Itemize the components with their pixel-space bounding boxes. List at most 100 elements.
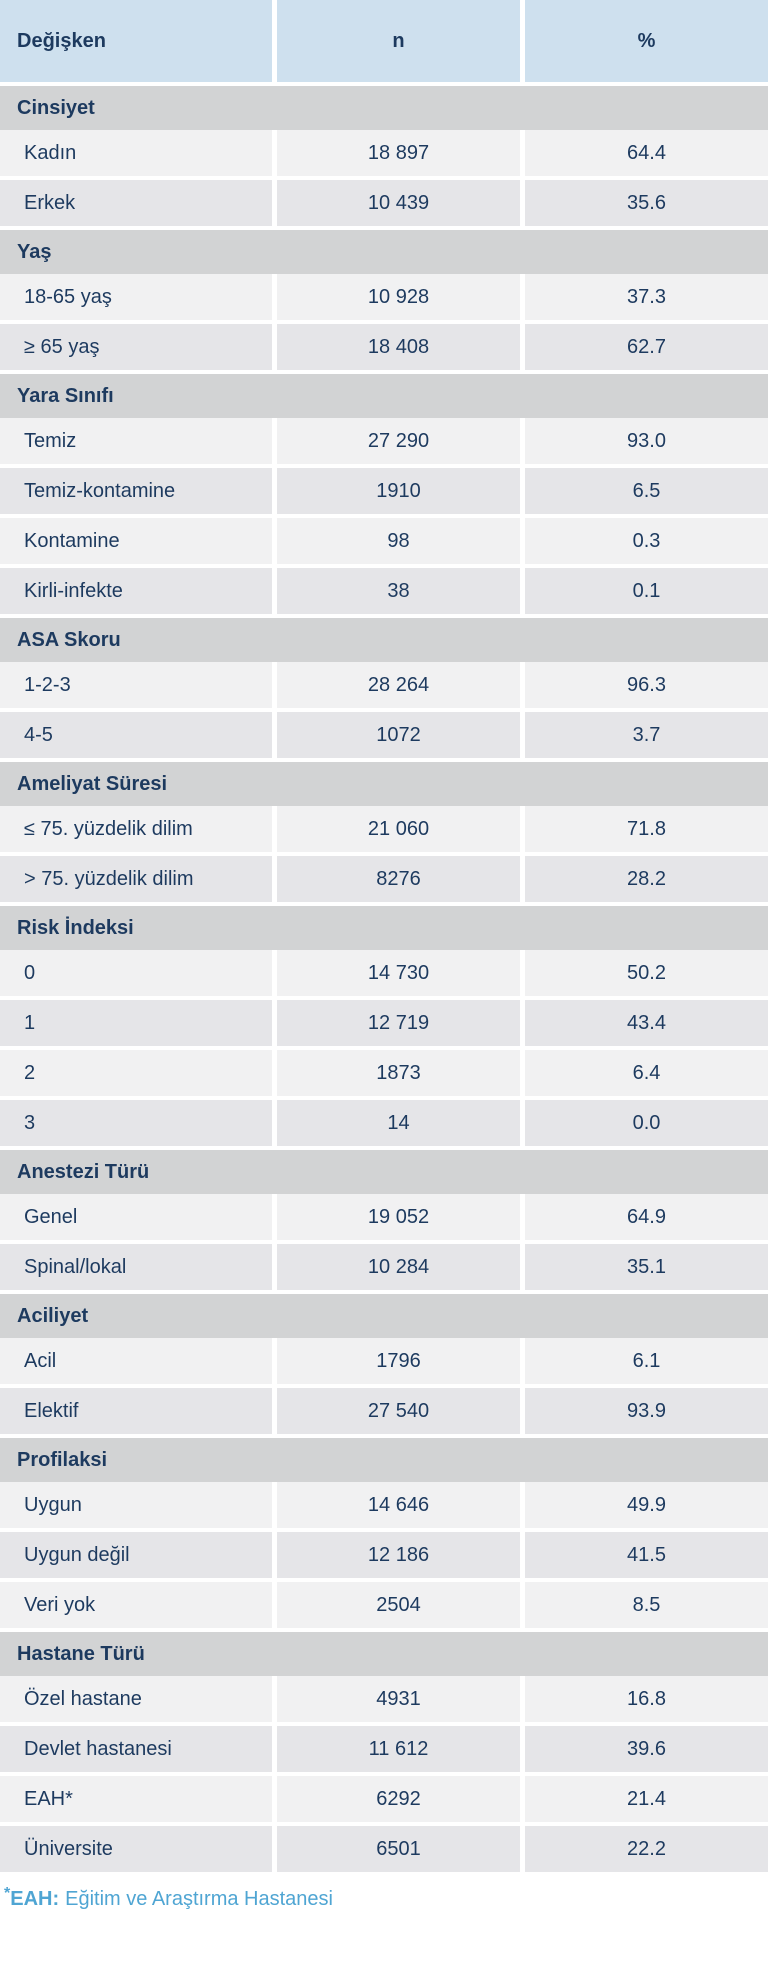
cell-percent: 6.4: [525, 1050, 768, 1096]
cell-n: 1873: [277, 1050, 520, 1096]
cell-variable: Özel hastane: [0, 1676, 272, 1722]
cell-percent: 22.2: [525, 1826, 768, 1872]
cell-percent: 50.2: [525, 950, 768, 996]
cell-variable: 4-5: [0, 712, 272, 758]
cell-n: 4931: [277, 1676, 520, 1722]
section-row: Ameliyat Süresi: [0, 762, 768, 806]
table-row: Özel hastane 4931 16.8: [0, 1676, 768, 1722]
asterisk-marker: *: [4, 1885, 11, 1902]
cell-n: 28 264: [277, 662, 520, 708]
table-row: 18-65 yaş 10 928 37.3: [0, 274, 768, 320]
table-row: ≥ 65 yaş 18 408 62.7: [0, 324, 768, 370]
section-label: Ameliyat Süresi: [17, 772, 168, 795]
table-row: 1 12 719 43.4: [0, 1000, 768, 1046]
cell-percent: 37.3: [525, 274, 768, 320]
table-row: 3 14 0.0: [0, 1100, 768, 1146]
summary-table: Değişken n % Cinsiyet Kadın 18 897 64.4 Erke…: [0, 0, 768, 1872]
cell-n: 1072: [277, 712, 520, 758]
cell-n: 10 928: [277, 274, 520, 320]
cell-n: 11 612: [277, 1726, 520, 1772]
section-row: ASA Skoru: [0, 618, 768, 662]
table-row: > 75. yüzdelik dilim 8276 28.2: [0, 856, 768, 902]
cell-percent: 35.1: [525, 1244, 768, 1290]
cell-n: 10 439: [277, 180, 520, 226]
table-row: Uygun 14 646 49.9: [0, 1482, 768, 1528]
cell-variable: Temiz: [0, 418, 272, 464]
section-label: ASA Skoru: [17, 628, 121, 651]
table-row: Spinal/lokal 10 284 35.1: [0, 1244, 768, 1290]
cell-n: 27 290: [277, 418, 520, 464]
cell-variable: 3: [0, 1100, 272, 1146]
table-row: ≤ 75. yüzdelik dilim 21 060 71.8: [0, 806, 768, 852]
section-label: Hastane Türü: [17, 1642, 145, 1665]
cell-percent: 0.0: [525, 1100, 768, 1146]
cell-variable: Uygun değil: [0, 1532, 272, 1578]
cell-n: 21 060: [277, 806, 520, 852]
table-row: Devlet hastanesi 11 612 39.6: [0, 1726, 768, 1772]
cell-variable: ≤ 75. yüzdelik dilim: [0, 806, 272, 852]
cell-variable: EAH*: [0, 1776, 272, 1822]
cell-variable: 0: [0, 950, 272, 996]
cell-percent: 8.5: [525, 1582, 768, 1628]
section-row: Aciliyet: [0, 1294, 768, 1338]
table-row: Genel 19 052 64.9: [0, 1194, 768, 1240]
cell-variable: Veri yok: [0, 1582, 272, 1628]
cell-variable: Devlet hastanesi: [0, 1726, 272, 1772]
cell-percent: 39.6: [525, 1726, 768, 1772]
cell-n: 19 052: [277, 1194, 520, 1240]
cell-variable: Kontamine: [0, 518, 272, 564]
cell-n: 14 730: [277, 950, 520, 996]
table-row: Elektif 27 540 93.9: [0, 1388, 768, 1434]
cell-variable: 1: [0, 1000, 272, 1046]
table-row: 4-5 1072 3.7: [0, 712, 768, 758]
section-label: Risk İndeksi: [17, 916, 134, 939]
cell-variable: Uygun: [0, 1482, 272, 1528]
table-row: 2 1873 6.4: [0, 1050, 768, 1096]
footnote-abbrev: EAH:: [10, 1888, 60, 1910]
cell-variable: Erkek: [0, 180, 272, 226]
table-row: Temiz 27 290 93.0: [0, 418, 768, 464]
cell-percent: 0.1: [525, 568, 768, 614]
cell-n: 14 646: [277, 1482, 520, 1528]
column-header-variable: Değişken: [0, 0, 272, 82]
cell-variable: Üniversite: [0, 1826, 272, 1872]
table-row: Veri yok 2504 8.5: [0, 1582, 768, 1628]
section-row: Anestezi Türü: [0, 1150, 768, 1194]
cell-n: 1910: [277, 468, 520, 514]
cell-variable: Kadın: [0, 130, 272, 176]
table-footnote: *EAH: Eğitim ve Araştırma Hastanesi: [0, 1885, 768, 1911]
cell-variable: Acil: [0, 1338, 272, 1384]
cell-percent: 35.6: [525, 180, 768, 226]
cell-percent: 64.9: [525, 1194, 768, 1240]
section-row: Yara Sınıfı: [0, 374, 768, 418]
cell-percent: 3.7: [525, 712, 768, 758]
column-header-n: n: [277, 0, 520, 82]
section-label: Yaş: [17, 240, 52, 263]
cell-n: 38: [277, 568, 520, 614]
cell-percent: 71.8: [525, 806, 768, 852]
cell-percent: 49.9: [525, 1482, 768, 1528]
footnote-text: Eğitim ve Araştırma Hastanesi: [65, 1888, 333, 1910]
cell-percent: 16.8: [525, 1676, 768, 1722]
cell-percent: 6.5: [525, 468, 768, 514]
cell-percent: 93.0: [525, 418, 768, 464]
section-label: Aciliyet: [17, 1304, 89, 1327]
cell-n: 14: [277, 1100, 520, 1146]
cell-percent: 96.3: [525, 662, 768, 708]
cell-n: 8276: [277, 856, 520, 902]
section-label: Anestezi Türü: [17, 1160, 150, 1183]
cell-percent: 43.4: [525, 1000, 768, 1046]
cell-variable: > 75. yüzdelik dilim: [0, 856, 272, 902]
cell-n: 12 186: [277, 1532, 520, 1578]
table-row: Uygun değil 12 186 41.5: [0, 1532, 768, 1578]
cell-variable: Kirli-infekte: [0, 568, 272, 614]
section-label: Cinsiyet: [17, 96, 95, 119]
column-header-percent: %: [525, 0, 768, 82]
table-row: Üniversite 6501 22.2: [0, 1826, 768, 1872]
table-row: Erkek 10 439 35.6: [0, 180, 768, 226]
table-row: Acil 1796 6.1: [0, 1338, 768, 1384]
cell-percent: 62.7: [525, 324, 768, 370]
table-row: 1-2-3 28 264 96.3: [0, 662, 768, 708]
table-header-row: Değişken n %: [0, 0, 768, 82]
cell-n: 1796: [277, 1338, 520, 1384]
